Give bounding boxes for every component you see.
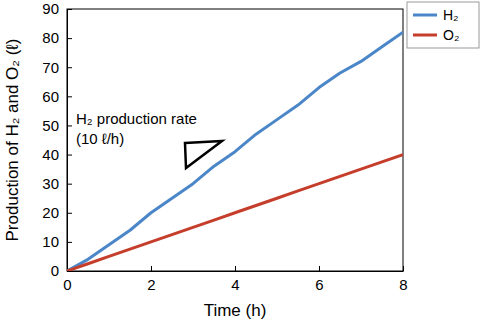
legend: H₂ O₂	[407, 2, 479, 48]
tick: 8	[399, 266, 407, 293]
tick-mark	[67, 271, 72, 272]
tick-label: 0	[51, 262, 59, 279]
legend-label: O₂	[443, 27, 459, 43]
axis-line	[67, 10, 68, 272]
tick-mark	[67, 96, 72, 97]
tick-label: 10	[42, 233, 59, 250]
tick-mark	[67, 125, 72, 126]
tick: 70	[42, 59, 72, 76]
legend-swatch	[413, 34, 437, 37]
tick: 60	[42, 88, 72, 105]
legend-swatch	[413, 14, 437, 17]
tick: 6	[315, 266, 323, 293]
series-group	[67, 32, 403, 271]
tick-label: 80	[42, 29, 59, 46]
tick: 50	[42, 117, 72, 134]
tick-mark	[319, 266, 320, 271]
tick-label: 60	[42, 88, 59, 105]
tick-mark	[67, 38, 72, 39]
tick-label: 50	[42, 117, 59, 134]
tick: 20	[42, 204, 72, 221]
annotation: H₂ production rate	[76, 110, 197, 127]
tick: 4	[231, 266, 239, 293]
tick-label: 20	[42, 204, 59, 221]
tick-label: 6	[315, 276, 323, 293]
series-line	[67, 155, 403, 271]
tick-label: 70	[42, 59, 59, 76]
tick-mark	[67, 184, 72, 185]
plot-frame	[67, 9, 403, 271]
tick-mark	[67, 9, 72, 10]
legend-box	[407, 2, 479, 48]
tick-mark	[67, 155, 72, 156]
tick-label: 40	[42, 146, 59, 163]
y-axis: 0 10 20 30 40 50 60 70 80 90	[42, 0, 72, 279]
tick-label: 90	[42, 0, 59, 17]
tick-mark	[403, 266, 404, 271]
tick-mark	[67, 242, 72, 243]
series-line	[67, 32, 403, 271]
y-axis-title: Production of H₂ and O₂ (ℓ)	[3, 39, 22, 242]
tick-mark	[67, 67, 72, 68]
tick-mark	[151, 266, 152, 271]
tick-label: 0	[63, 276, 71, 293]
legend-label: H₂	[443, 7, 459, 23]
tick-mark	[235, 266, 236, 271]
tick: 90	[42, 0, 72, 17]
annotation: (10 ℓ/h)	[76, 130, 124, 147]
tick-label: 8	[399, 276, 407, 293]
tick: 40	[42, 146, 72, 163]
tick-label: 30	[42, 175, 59, 192]
tick: 80	[42, 29, 72, 46]
tick: 30	[42, 175, 72, 192]
tick-label: 4	[231, 276, 239, 293]
slope-triangle	[185, 141, 222, 168]
chart: 024680102030405060708090H₂ production ra…	[0, 0, 481, 324]
tick-label: 2	[147, 276, 155, 293]
tick: 2	[147, 266, 155, 293]
tick-mark	[67, 213, 72, 214]
x-axis: 0 2 4 6 8	[63, 266, 407, 293]
plot: 024680102030405060708090	[42, 0, 407, 292]
x-axis-title: Time (h)	[204, 301, 267, 320]
axis-line	[68, 271, 404, 272]
tick: 10	[42, 233, 72, 250]
